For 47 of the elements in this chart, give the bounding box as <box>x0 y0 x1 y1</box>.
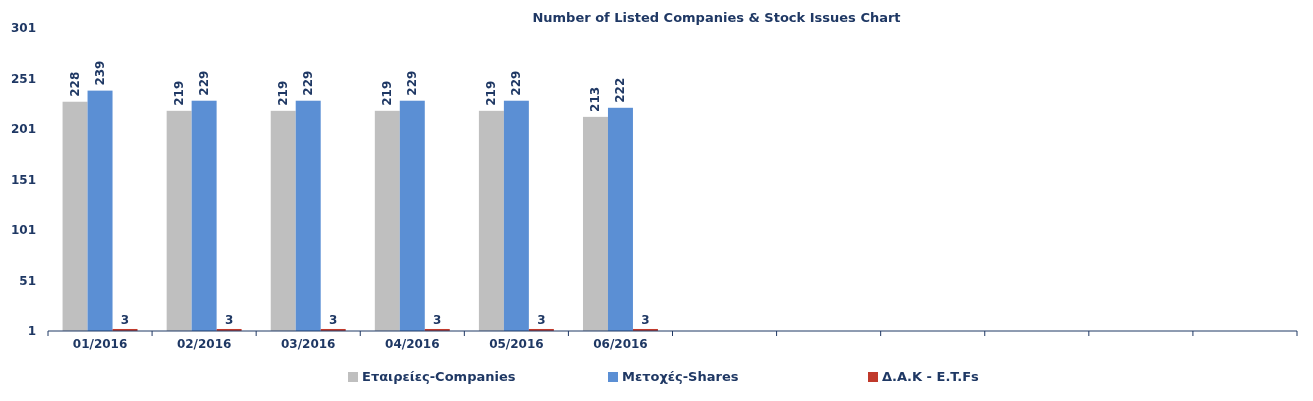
data-label: 219 <box>276 80 291 106</box>
data-label: 213 <box>588 86 603 112</box>
bar <box>607 107 633 331</box>
data-label: 229 <box>509 70 524 96</box>
x-tick-label: 04/2016 <box>385 337 440 351</box>
y-tick-label: 101 <box>10 223 36 238</box>
data-label: 229 <box>197 70 212 96</box>
x-tick-label: 02/2016 <box>176 337 232 351</box>
data-label: 3 <box>120 312 130 327</box>
y-tick-label: 301 <box>10 21 36 36</box>
data-label: 239 <box>93 60 108 86</box>
bar <box>503 100 529 331</box>
data-label: 3 <box>433 312 442 327</box>
bar <box>87 90 113 331</box>
chart-title: Number of Listed Companies & Stock Issues Chart <box>532 10 901 25</box>
data-label: 229 <box>301 70 316 96</box>
data-label: 219 <box>380 80 395 106</box>
bar <box>582 116 608 331</box>
bar <box>270 110 296 331</box>
y-tick-label: 151 <box>10 172 36 187</box>
y-tick-label: 51 <box>19 273 36 288</box>
bar <box>374 110 400 331</box>
x-tick-label: 01/2016 <box>72 337 128 351</box>
data-label: 229 <box>405 70 420 96</box>
data-label: 3 <box>641 312 650 327</box>
data-label: 3 <box>537 312 546 327</box>
data-label: 3 <box>329 312 338 327</box>
bar <box>399 100 425 331</box>
y-tick-label: 251 <box>10 71 36 86</box>
legend-label: Δ.Α.Κ - E.T.Fs <box>882 369 980 384</box>
data-label: 219 <box>484 80 499 106</box>
y-tick-label: 201 <box>10 122 36 137</box>
bar <box>295 100 321 331</box>
bar <box>62 101 88 331</box>
data-label: 3 <box>224 312 234 327</box>
legend-label: Εταιρείες-Companies <box>362 369 516 384</box>
data-label: 222 <box>613 77 628 103</box>
data-label: 219 <box>172 80 187 106</box>
data-label: 228 <box>68 71 83 97</box>
y-tick-label: 1 <box>27 324 36 339</box>
x-tick-label: 06/2016 <box>593 337 648 351</box>
x-tick-label: 03/2016 <box>280 337 336 351</box>
bar <box>478 110 504 331</box>
x-tick-label: 05/2016 <box>489 337 544 351</box>
bar <box>191 100 217 331</box>
legend-label: Μετοχές-Shares <box>622 369 739 384</box>
bar <box>166 110 192 331</box>
